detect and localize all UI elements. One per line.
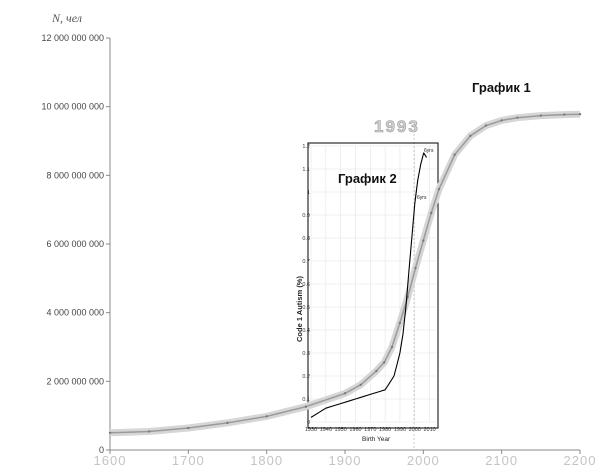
main-series-point: [359, 383, 362, 386]
main-series-band: [109, 110, 581, 437]
main-series-point: [578, 113, 582, 116]
main-y-tick-label: 6 000 000 000: [46, 239, 104, 249]
inset-y-tick-label: 1.2: [302, 144, 310, 150]
inset-x-tick-label: 1950: [335, 427, 347, 433]
main-y-tick-label: 4 000 000 000: [46, 308, 104, 318]
inset-grid: [310, 145, 437, 423]
main-series-point: [484, 124, 488, 127]
main-series-point: [414, 266, 417, 270]
inset-annotation-top: 6yrs: [424, 148, 434, 154]
inset-y-tick-label: 0.4: [302, 328, 310, 334]
main-x-tick-label: 2100: [485, 453, 518, 466]
main-x-ticks: 1600 1700 1800 1900 2000 2100 2200: [94, 450, 597, 466]
main-series-point: [226, 421, 229, 425]
main-series-point: [429, 211, 433, 215]
main-series-point: [563, 113, 566, 116]
main-x-tick-label: 1800: [250, 453, 283, 466]
inset-y-ticks: 0 0.1 0.2 0.3 0.4 0.5 0.6 0.7 0.8 0.9 1 1.1 1.2: [302, 144, 310, 426]
main-series-path: [109, 113, 581, 434]
main-series-point: [398, 321, 402, 325]
main-series-point: [108, 431, 112, 435]
inset-y-tick-label: 0.7: [302, 259, 310, 265]
main-y-tick-label: 10 000 000 000: [41, 102, 104, 112]
main-series-point: [390, 345, 394, 349]
main-series-point: [147, 430, 151, 433]
main-series-point: [539, 114, 543, 117]
main-y-tick-label: 0: [99, 445, 104, 455]
main-series-point: [516, 116, 519, 119]
inset-x-tick-label: 1940: [320, 427, 332, 433]
main-series-point: [469, 134, 472, 138]
main-y-axis-label: N, чел: [51, 11, 82, 25]
inset-y-tick-label: 0: [307, 420, 310, 426]
main-series-point: [187, 426, 190, 430]
inset-series-line: [310, 152, 428, 418]
inset-x-tick-label: 1980: [379, 427, 391, 433]
inset-y-tick-label: 0.1: [302, 397, 310, 403]
inset-x-axis-label: Birth Year: [362, 436, 391, 443]
main-series-point: [304, 405, 308, 408]
inset-y-axis-label: Code 1 Autism (%): [295, 276, 304, 342]
main-series-point: [437, 187, 441, 191]
main-x-tick-label: 2000: [407, 453, 440, 466]
main-y-tick-label: 12 000 000 000: [41, 33, 104, 43]
inset-y-tick-label: 0.2: [302, 374, 310, 380]
inset-y-tick-label: 0.5: [302, 305, 310, 311]
inset-x-tick-label: 2010: [423, 427, 435, 433]
inset-x-tick-label: 1970: [364, 427, 376, 433]
inset-frame: [307, 142, 439, 429]
inset-y-tick-label: 1: [307, 190, 310, 196]
main-x-tick-label: 2200: [564, 453, 597, 466]
main-series-point: [453, 153, 456, 156]
inset-y-tick-label: 0.9: [302, 213, 310, 219]
year-annotation: 1993: [374, 117, 420, 136]
main-x-tick-label: 1900: [329, 453, 362, 466]
inset-y-tick-label: 1.1: [302, 167, 310, 173]
main-y-tick-label: 8 000 000 000: [46, 170, 104, 180]
main-x-tick-label: 1600: [94, 453, 127, 466]
main-y-tick-label: 2 000 000 000: [46, 376, 104, 386]
main-series-point: [265, 415, 268, 418]
inset-y-tick-label: 0.3: [302, 351, 310, 357]
main-y-ticks: 0 2 000 000 000 4 000 000 000 6 000 000 000…: [41, 33, 110, 455]
inset-chart-title: График 2: [338, 171, 397, 186]
main-chart-title: График 1: [472, 80, 531, 95]
inset-x-tick-label: 1990: [394, 427, 406, 433]
inset-series-path: [310, 152, 428, 418]
main-series-point: [382, 361, 386, 364]
inset-x-tick-label: 1930: [305, 427, 317, 433]
inset-y-tick-label: 0.8: [302, 236, 310, 242]
inset-annotation-mid: 6yrs: [417, 195, 427, 201]
main-series-point: [500, 119, 503, 122]
inset-x-ticks: 1930 1940 1950 1960 1970 1980 1990 2000 2010: [305, 427, 436, 433]
main-series-point: [422, 239, 425, 242]
inset-x-tick-label: 2000: [409, 427, 421, 433]
main-series-point: [375, 369, 378, 373]
inset-y-tick-label: 0.6: [302, 282, 310, 288]
main-x-tick-label: 1700: [172, 453, 205, 466]
main-series-point: [343, 392, 347, 395]
main-series-line: [108, 110, 582, 437]
inset-x-tick-label: 1960: [349, 427, 361, 433]
